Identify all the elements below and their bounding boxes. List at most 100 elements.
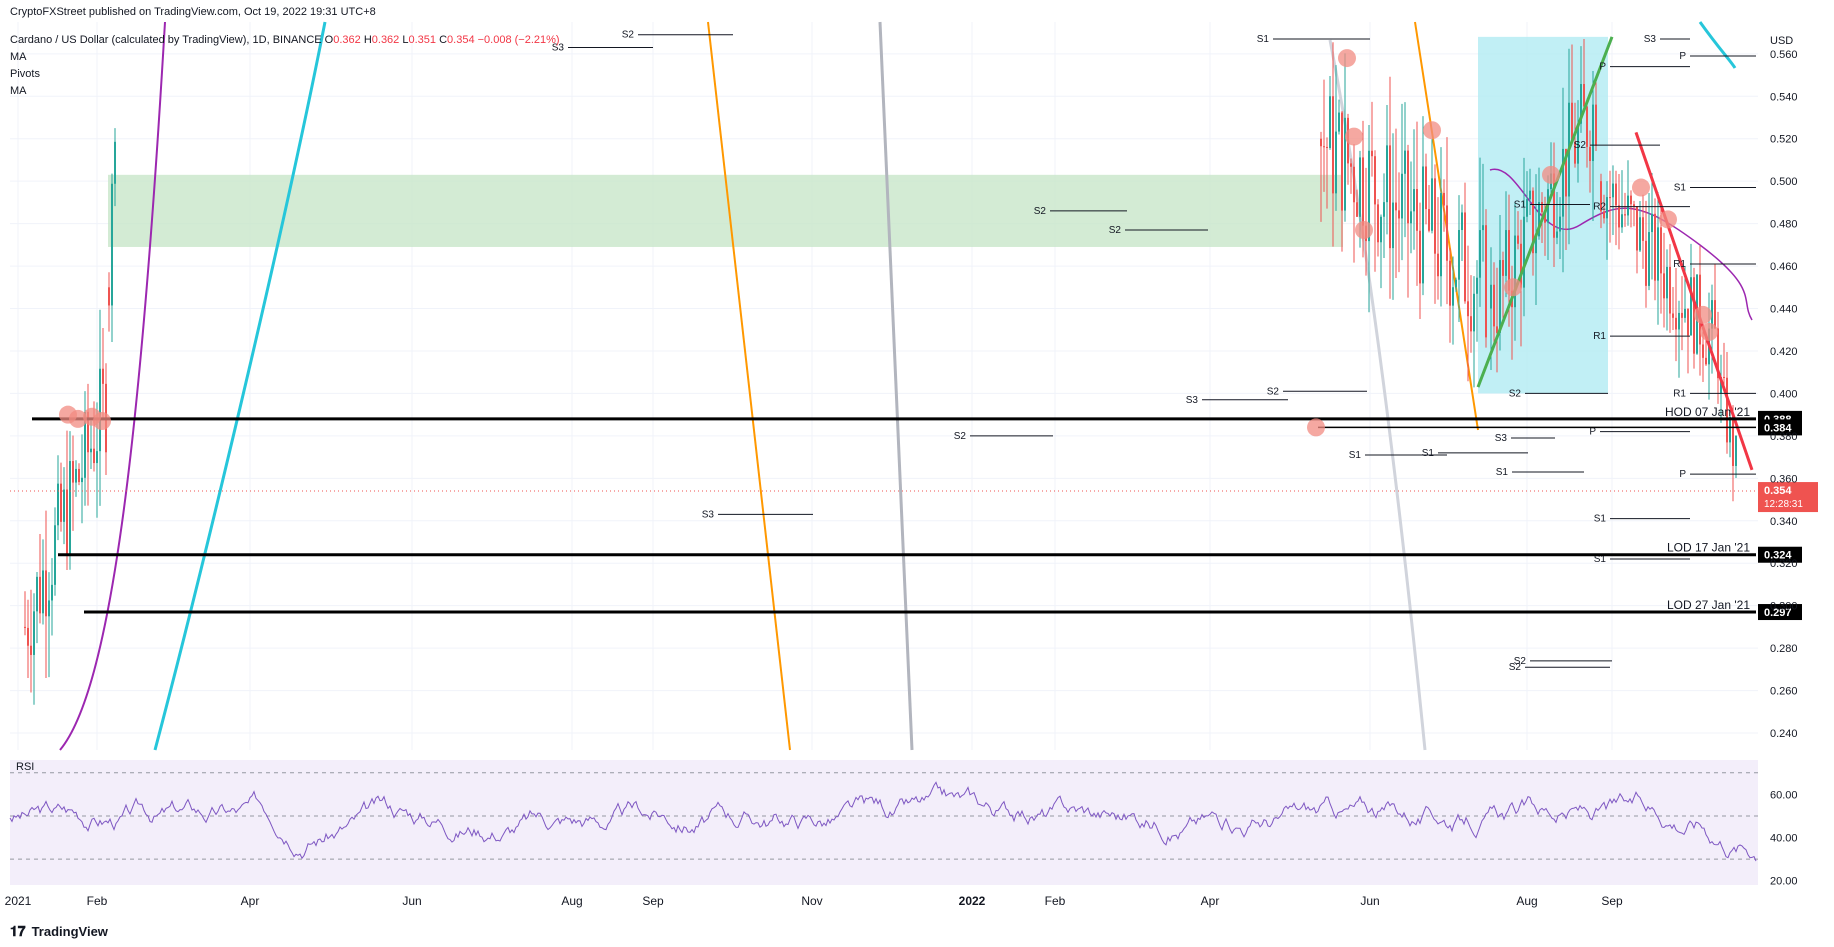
candle-body bbox=[1580, 84, 1582, 124]
candle-body bbox=[1711, 300, 1713, 329]
pivot-label: S2 bbox=[1574, 140, 1587, 151]
candle-body bbox=[1320, 138, 1322, 147]
candle-body bbox=[1535, 236, 1537, 254]
high-value: 0.362 bbox=[371, 34, 400, 46]
candle-body bbox=[1735, 435, 1737, 466]
green-trendline bbox=[1476, 36, 1614, 388]
pivot-label: P bbox=[1679, 51, 1686, 62]
pivot-label: R1 bbox=[1593, 331, 1606, 342]
candle-body bbox=[1651, 213, 1653, 233]
candle-body bbox=[1693, 277, 1695, 354]
candles bbox=[24, 38, 1737, 705]
candle-body bbox=[1684, 308, 1686, 318]
price-level-tag bbox=[1758, 419, 1802, 436]
indicator-pivots[interactable]: Pivots bbox=[10, 68, 40, 80]
candle-body bbox=[1449, 260, 1451, 306]
touch-marker bbox=[1338, 49, 1356, 68]
rsi-indicator: 60.00 40.00 20.00 RSI bbox=[9, 761, 1798, 888]
published-note: CryptoFXStreet published on TradingView.… bbox=[10, 6, 376, 18]
price-level-label: LOD 17 Jan '21 bbox=[1667, 541, 1750, 555]
candle-body bbox=[1562, 148, 1564, 217]
touch-marker bbox=[1423, 121, 1441, 140]
candle-body bbox=[1702, 344, 1704, 358]
candle-body bbox=[1458, 230, 1460, 280]
y-tick-label: 0.520 bbox=[1770, 134, 1798, 146]
candle-body bbox=[36, 576, 38, 612]
candle-body bbox=[1666, 266, 1668, 299]
pivot-label: S1 bbox=[1594, 554, 1607, 565]
rsi-tick-label: 60.00 bbox=[1770, 789, 1798, 801]
y-tick-label: 0.400 bbox=[1770, 388, 1798, 400]
candle-body bbox=[1329, 96, 1331, 148]
pivot-label: R2 bbox=[1593, 202, 1606, 213]
candle-body bbox=[114, 141, 116, 184]
candle-body bbox=[1496, 326, 1498, 333]
rsi-tick-label: 40.00 bbox=[1770, 833, 1798, 845]
curve-line bbox=[59, 21, 166, 751]
pivot-label: R1 bbox=[1673, 388, 1686, 399]
candle-body bbox=[57, 483, 59, 526]
candle-body bbox=[1538, 202, 1540, 237]
candle-body bbox=[1407, 150, 1409, 224]
symbol-line: Cardano / US Dollar (calculated by Tradi… bbox=[10, 34, 560, 46]
candle-body bbox=[1663, 273, 1665, 299]
candle-body bbox=[1577, 123, 1579, 164]
candle-body bbox=[1523, 216, 1525, 288]
candle-body bbox=[1440, 192, 1442, 277]
candle-body bbox=[1690, 277, 1692, 336]
price-axis[interactable]: 0.560 0.540 0.520 0.500 0.480 0.460 0.440 0.420… bbox=[1770, 35, 1798, 740]
candle-body bbox=[1499, 260, 1501, 333]
candle-body bbox=[1326, 146, 1328, 148]
pivot-label: S1 bbox=[1422, 448, 1435, 459]
candle-body bbox=[1479, 230, 1481, 278]
candle-body bbox=[51, 584, 53, 601]
candle-body bbox=[1323, 146, 1325, 148]
indicator-ma-2[interactable]: MA bbox=[10, 85, 27, 97]
x-tick-label: Jun bbox=[402, 894, 421, 908]
candle-body bbox=[1419, 230, 1421, 284]
candle-body bbox=[45, 570, 47, 617]
candle-body bbox=[1422, 166, 1424, 284]
y-tick-label: 0.320 bbox=[1770, 558, 1798, 570]
candle-body bbox=[1526, 199, 1528, 217]
candle-body bbox=[1630, 195, 1632, 205]
tradingview-brand[interactable]: 𝟏𝟕 TradingView bbox=[10, 923, 108, 940]
touch-marker bbox=[1504, 278, 1522, 297]
candle-body bbox=[1600, 181, 1602, 212]
candle-body bbox=[1574, 141, 1576, 164]
symbol-title[interactable]: Cardano / US Dollar (calculated by Tradi… bbox=[10, 34, 322, 46]
pivot-label: P bbox=[1589, 427, 1596, 438]
price-level-label: LOD 27 Jan '21 bbox=[1667, 598, 1750, 612]
candle-body bbox=[1648, 232, 1650, 286]
candle-body bbox=[1717, 328, 1719, 379]
candle-body bbox=[1380, 216, 1382, 243]
candle-body bbox=[1624, 214, 1626, 216]
y-tick-label: 0.240 bbox=[1770, 728, 1798, 740]
candle-body bbox=[1732, 416, 1734, 466]
time-axis[interactable]: 2021 Feb Apr Jun Aug Sep Nov 2022 Feb Apr Jun Aug Se… bbox=[5, 894, 1623, 908]
candle-body bbox=[1470, 316, 1472, 332]
candle-body bbox=[1571, 102, 1573, 142]
y-tick-label: 0.500 bbox=[1770, 176, 1798, 188]
touch-marker bbox=[1694, 305, 1712, 324]
candle-body bbox=[1714, 300, 1716, 329]
x-tick-label: Feb bbox=[87, 894, 108, 908]
candle-body bbox=[1368, 150, 1370, 242]
touch-marker bbox=[1542, 165, 1560, 184]
candle-body bbox=[1383, 202, 1385, 217]
candle-body bbox=[1729, 416, 1731, 443]
y-tick-label: 0.340 bbox=[1770, 516, 1798, 528]
candle-body bbox=[1618, 205, 1620, 228]
x-tick-label: Apr bbox=[241, 894, 260, 908]
candle-body bbox=[1508, 230, 1510, 291]
indicator-ma-1[interactable]: MA bbox=[10, 51, 27, 63]
pivot-label: R1 bbox=[1673, 259, 1686, 270]
y-tick-label: 0.480 bbox=[1770, 219, 1798, 231]
candle-body bbox=[1413, 189, 1415, 212]
low-value: 0.351 bbox=[408, 34, 437, 46]
candle-body bbox=[1565, 148, 1567, 197]
touch-marker bbox=[69, 409, 87, 428]
candle-body bbox=[1556, 231, 1558, 238]
